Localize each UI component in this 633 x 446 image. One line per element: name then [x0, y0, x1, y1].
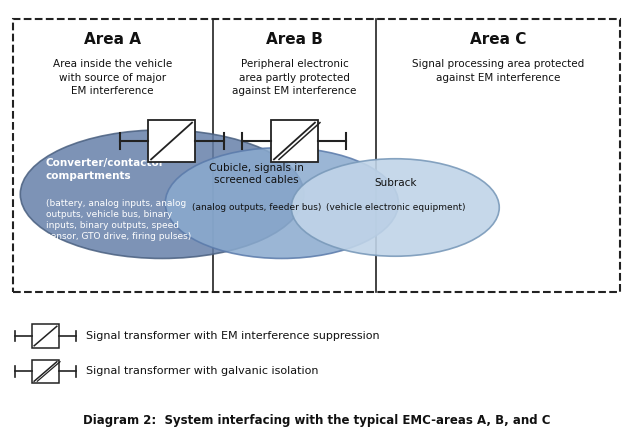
Text: Cubicle, signals in
screened cables: Cubicle, signals in screened cables: [209, 163, 304, 186]
Ellipse shape: [165, 148, 398, 259]
Text: Peripheral electronic
area partly protected
against EM interference: Peripheral electronic area partly protec…: [232, 59, 356, 96]
Ellipse shape: [291, 159, 499, 256]
Text: Signal processing area protected
against EM interference: Signal processing area protected against…: [412, 59, 584, 83]
Bar: [148, 120, 195, 162]
Text: Area B: Area B: [266, 32, 323, 46]
Text: (analog outputs, feeder bus): (analog outputs, feeder bus): [192, 203, 322, 212]
Text: Signal transformer with galvanic isolation: Signal transformer with galvanic isolati…: [87, 367, 319, 376]
Bar: [271, 120, 318, 162]
Text: Signal transformer with EM interference suppression: Signal transformer with EM interference …: [87, 331, 380, 341]
Bar: [32, 360, 59, 383]
Text: Area A: Area A: [84, 32, 141, 46]
Text: (battery, analog inputs, analog
outputs, vehicle bus, binary
inputs, binary outp: (battery, analog inputs, analog outputs,…: [46, 198, 191, 241]
Text: Subrack: Subrack: [374, 178, 417, 187]
Text: Converter/contactor
compartments: Converter/contactor compartments: [46, 158, 165, 181]
Text: Area inside the vehicle
with source of major
EM interference: Area inside the vehicle with source of m…: [53, 59, 172, 96]
Text: Diagram 2:  System interfacing with the typical EMC-areas A, B, and C: Diagram 2: System interfacing with the t…: [83, 414, 550, 427]
Text: Area C: Area C: [470, 32, 527, 46]
Ellipse shape: [20, 130, 304, 259]
Text: (vehicle electronic equipment): (vehicle electronic equipment): [325, 203, 465, 212]
Bar: [32, 325, 59, 347]
Bar: [13, 19, 620, 292]
